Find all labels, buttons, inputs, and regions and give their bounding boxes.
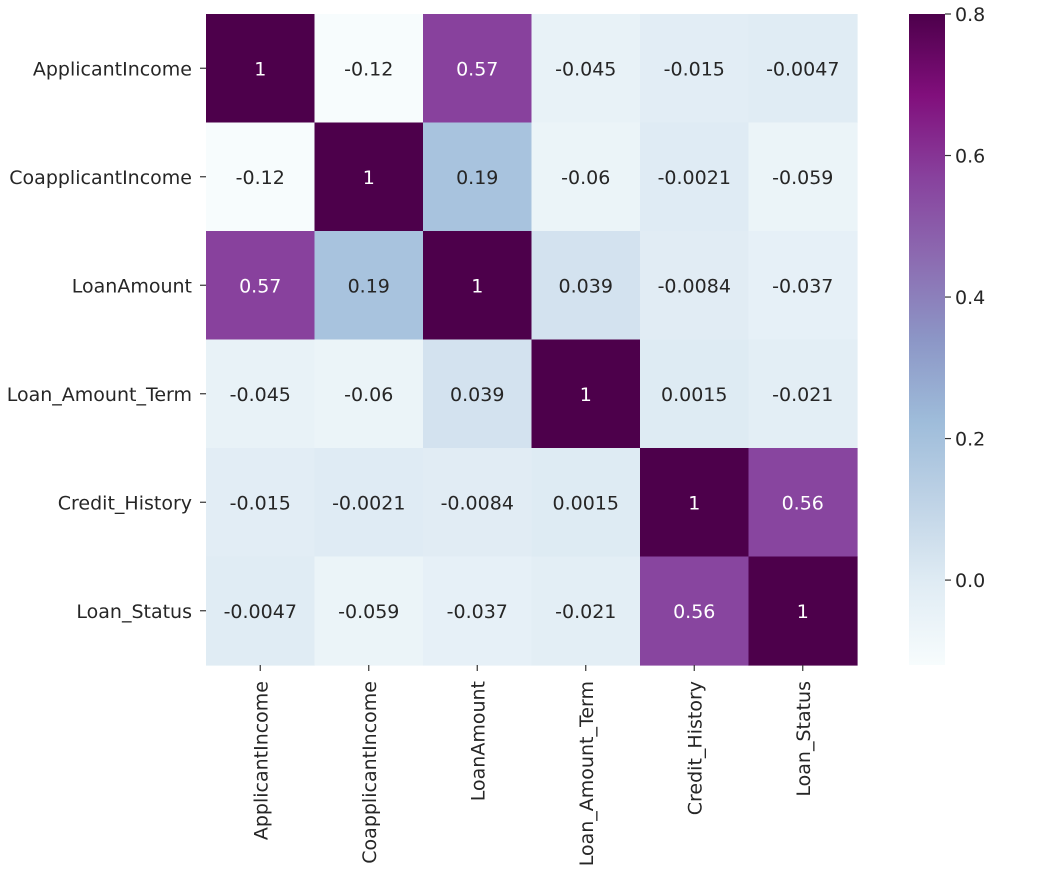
cell-value-label: -0.0047 <box>224 601 297 623</box>
x-tick-label: LoanAmount <box>467 681 489 801</box>
cell-value-label: -0.037 <box>447 601 508 623</box>
heatmap-cell <box>423 231 533 341</box>
colorbar-tick-label: 0.2 <box>955 429 985 451</box>
heatmap-cell <box>423 339 533 449</box>
cell-value-label: 0.56 <box>782 492 824 514</box>
y-tick-label: Loan_Status <box>76 601 192 623</box>
cell-value-label: -0.037 <box>772 275 833 297</box>
heatmap-cell <box>206 122 316 232</box>
heatmap-cell <box>314 231 424 341</box>
cell-value-label: -0.12 <box>236 167 285 189</box>
cell-value-label: 0.57 <box>456 58 498 80</box>
cell-value-label: -0.06 <box>344 384 393 406</box>
cell-value-label: -0.06 <box>561 167 610 189</box>
heatmap-cell <box>206 231 316 341</box>
heatmap-cell <box>531 556 641 666</box>
y-tick-label: Loan_Amount_Term <box>7 384 192 406</box>
heatmap-cell <box>206 448 316 558</box>
heatmap-cell <box>531 448 641 558</box>
x-tick-label: Loan_Amount_Term <box>576 681 598 866</box>
heatmap-cell <box>206 14 316 124</box>
cell-value-label: 1 <box>688 492 700 514</box>
heatmap-cell <box>423 448 533 558</box>
cell-value-label: -0.0047 <box>766 58 839 80</box>
cell-value-label: -0.015 <box>664 58 725 80</box>
cell-value-label: -0.059 <box>772 167 833 189</box>
heatmap-cell <box>748 122 858 232</box>
heatmap-cell <box>640 556 750 666</box>
cell-value-label: -0.12 <box>344 58 393 80</box>
cell-value-label: 0.56 <box>673 601 715 623</box>
cell-value-label: -0.015 <box>230 492 291 514</box>
heatmap-cell <box>748 231 858 341</box>
y-axis-ticks: ApplicantIncome CoapplicantIncome LoanAmou… <box>7 58 206 623</box>
heatmap-cell <box>423 122 533 232</box>
heatmap-cell <box>314 14 424 124</box>
y-tick-label: ApplicantIncome <box>33 58 192 80</box>
y-tick-label: Credit_History <box>58 492 192 514</box>
heatmap-cell <box>748 556 858 666</box>
colorbar-tick-label: 0.6 <box>955 146 985 168</box>
colorbar-gradient <box>909 14 945 665</box>
heatmap-cell <box>423 14 533 124</box>
cell-value-label: -0.045 <box>230 384 291 406</box>
x-tick-label: Loan_Status <box>793 681 815 797</box>
heatmap-cell <box>640 122 750 232</box>
cell-value-label: 0.039 <box>450 384 504 406</box>
heatmap-cell <box>640 14 750 124</box>
cell-value-label: -0.021 <box>772 384 833 406</box>
heatmap-cell <box>314 448 424 558</box>
heatmap-cell <box>314 556 424 666</box>
cell-value-label: 1 <box>471 275 483 297</box>
cell-value-label: -0.059 <box>338 601 399 623</box>
x-tick-label: ApplicantIncome <box>250 681 272 840</box>
x-tick-label: Credit_History <box>684 681 706 815</box>
cell-value-label: -0.021 <box>555 601 616 623</box>
heatmap-cell <box>423 556 533 666</box>
heatmap-cells: 1 -0.12 0.57 -0.045 -0.015 -0.0047 -0.12 1 0.19 -… <box>206 14 858 666</box>
heatmap-cell <box>640 231 750 341</box>
heatmap-cell <box>748 14 858 124</box>
cell-value-label: 0.19 <box>348 275 390 297</box>
heatmap-cell <box>748 339 858 449</box>
cell-value-label: -0.0084 <box>441 492 514 514</box>
heatmap-cell <box>314 339 424 449</box>
cell-value-label: 0.19 <box>456 167 498 189</box>
cell-value-label: 1 <box>797 601 809 623</box>
heatmap-cell <box>206 339 316 449</box>
heatmap-cell <box>531 122 641 232</box>
colorbar-tick-label: 0.4 <box>955 287 985 309</box>
heatmap-cell <box>206 556 316 666</box>
cell-value-label: 1 <box>580 384 592 406</box>
cell-value-label: 0.57 <box>239 275 281 297</box>
cell-value-label: -0.0021 <box>332 492 405 514</box>
heatmap-cell <box>531 231 641 341</box>
colorbar-tick-label: 0.0 <box>955 570 985 592</box>
cell-value-label: 1 <box>254 58 266 80</box>
cell-value-label: 0.0015 <box>661 384 727 406</box>
x-axis-ticks: ApplicantIncome CoapplicantIncome LoanAmou… <box>250 665 815 866</box>
heatmap-cell <box>640 448 750 558</box>
cell-value-label: -0.045 <box>555 58 616 80</box>
cell-value-label: -0.0084 <box>658 275 731 297</box>
heatmap-cell <box>314 122 424 232</box>
y-tick-label: CoapplicantIncome <box>9 167 192 189</box>
cell-value-label: 0.0015 <box>553 492 619 514</box>
heatmap-cell <box>640 339 750 449</box>
heatmap-cell <box>531 339 641 449</box>
y-tick-label: LoanAmount <box>72 275 192 297</box>
x-tick-label: CoapplicantIncome <box>359 681 381 864</box>
cell-value-label: 0.039 <box>559 275 613 297</box>
cell-value-label: 1 <box>363 167 375 189</box>
heatmap-cell <box>748 448 858 558</box>
cell-value-label: -0.0021 <box>658 167 731 189</box>
heatmap-cell <box>531 14 641 124</box>
colorbar-tick-label: 0.8 <box>955 4 985 26</box>
colorbar: 0.8 0.6 0.4 0.2 0.0 <box>909 4 985 665</box>
